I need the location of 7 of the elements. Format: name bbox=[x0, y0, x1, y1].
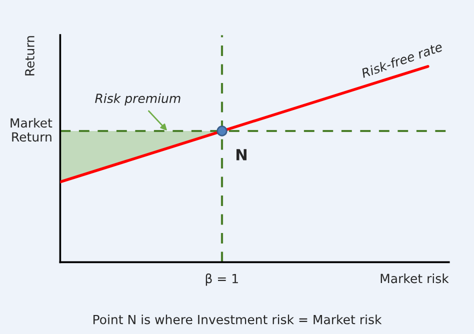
annotation: N bbox=[236, 149, 246, 160]
text: β = 1 bbox=[206, 274, 238, 286]
y-axis-title: Return bbox=[25, 36, 34, 76]
annotation: Risk premium bbox=[95, 93, 180, 106]
text: Point N is where Investment risk = Market risk bbox=[93, 314, 382, 324]
x-axis-title: Market risk bbox=[380, 274, 449, 284]
ref-line-label: Market Return bbox=[10, 118, 52, 142]
